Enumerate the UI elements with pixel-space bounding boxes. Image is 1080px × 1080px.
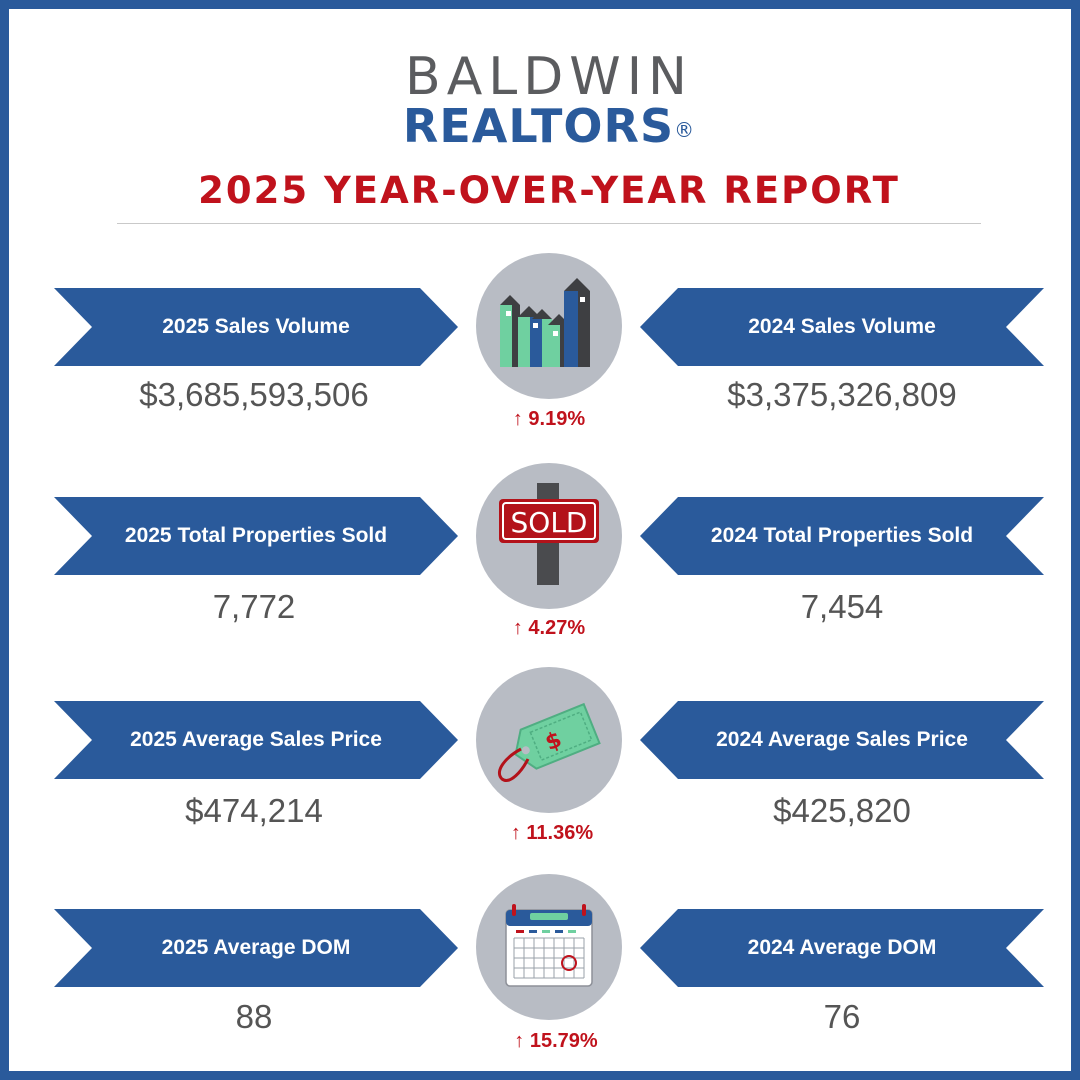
ribbon-label: 2025 Sales Volume: [162, 315, 350, 338]
brand-name-bottom: REALTORS®: [9, 101, 1080, 151]
right-ribbon-average-price: 2024 Average Sales Price: [640, 701, 1044, 779]
registered-mark: ®: [674, 118, 696, 142]
ribbon-shape-right: [640, 701, 1044, 779]
ribbon-shape-left: [54, 497, 458, 575]
calendar-icon: [476, 874, 622, 1020]
ribbon-label: 2024 Total Properties Sold: [710, 524, 974, 547]
right-ribbon-properties-sold: 2024 Total Properties Sold: [640, 497, 1044, 575]
change-average-dom: ↑ 15.79%: [514, 1030, 598, 1052]
change-properties-sold: ↑ 4.27%: [512, 617, 586, 639]
ribbon-shape-right: [640, 909, 1044, 987]
ribbon-label: 2025 Total Properties Sold: [124, 524, 388, 547]
change-average-price: ↑ 11.36%: [510, 822, 594, 844]
brand-name-top: BALDWIN: [405, 47, 693, 107]
ribbon-label: 2024 Average DOM: [747, 936, 937, 959]
buildings-chart-icon: [476, 253, 622, 399]
change-sales-volume: ↑ 9.19%: [512, 408, 586, 430]
sold-text: SOLD: [511, 506, 588, 539]
value-2024-properties-sold: 7,454: [800, 588, 884, 625]
value-2025-average-dom: 88: [235, 998, 273, 1035]
left-ribbon-average-price: 2025 Average Sales Price: [54, 701, 458, 779]
value-2025-average-price: $474,214: [185, 792, 323, 829]
title-divider: [117, 223, 981, 224]
ribbon-label: 2024 Average Sales Price: [716, 728, 968, 751]
value-2024-average-price: $425,820: [773, 792, 911, 829]
ribbon-label: 2024 Sales Volume: [748, 315, 936, 338]
ribbon-shape-left: [54, 701, 458, 779]
sold-sign-icon: SOLD: [476, 463, 622, 609]
brand-name-realtors: REALTORS: [402, 99, 675, 153]
ribbon-shape-left: [54, 288, 458, 366]
report-title: 2025 YEAR-OVER-YEAR REPORT: [198, 169, 900, 212]
value-2025-properties-sold: 7,772: [212, 588, 296, 625]
left-ribbon-sales-volume: 2025 Sales Volume: [54, 288, 458, 366]
value-2024-average-dom: 76: [823, 998, 861, 1035]
ribbon-shape-left: [54, 909, 458, 987]
right-ribbon-sales-volume: 2024 Sales Volume: [640, 288, 1044, 366]
ribbon-shape-right: [640, 288, 1044, 366]
right-ribbon-average-dom: 2024 Average DOM: [640, 909, 1044, 987]
left-ribbon-properties-sold: 2025 Total Properties Sold: [54, 497, 458, 575]
price-tag-icon: $: [476, 667, 622, 813]
value-2025-sales-volume: $3,685,593,506: [139, 376, 369, 413]
left-ribbon-average-dom: 2025 Average DOM: [54, 909, 458, 987]
value-2024-sales-volume: $3,375,326,809: [727, 376, 957, 413]
ribbon-shape-right: [640, 497, 1044, 575]
ribbon-label: 2025 Average DOM: [161, 936, 351, 959]
ribbon-label: 2025 Average Sales Price: [130, 728, 382, 751]
